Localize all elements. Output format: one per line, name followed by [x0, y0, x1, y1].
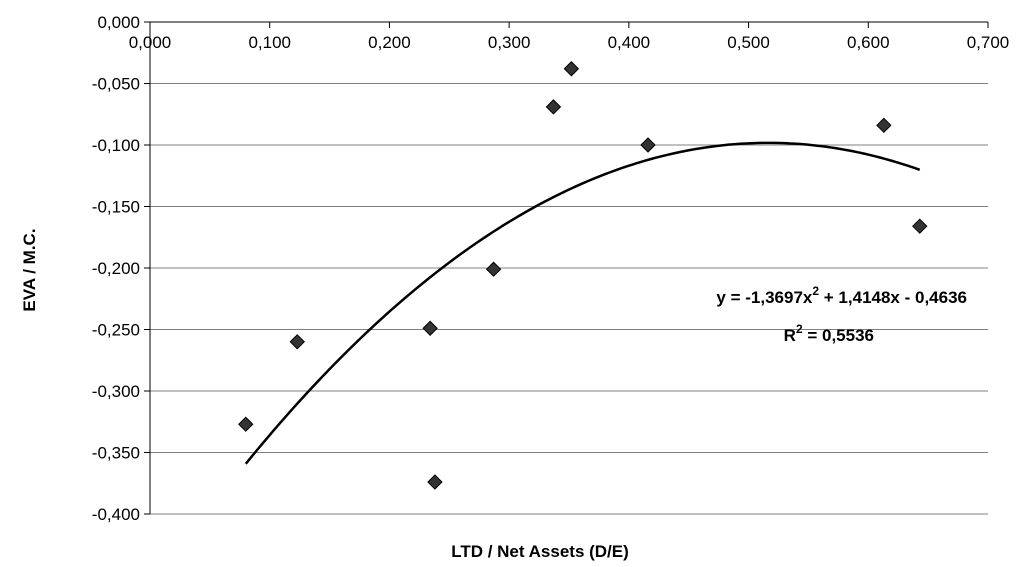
y-tick-label: -0,150: [92, 198, 140, 217]
x-axis-title: LTD / Net Assets (D/E): [451, 542, 629, 561]
equation-prefix: y = -1,3697x: [716, 288, 812, 307]
y-tick-label: -0,300: [92, 382, 140, 401]
y-tick-label: -0,350: [92, 444, 140, 463]
r-squared-label: R2 = 0,5536: [784, 322, 874, 345]
x-tick-label: 0,500: [727, 33, 770, 52]
x-tick-label: 0,400: [608, 33, 651, 52]
r2-exponent: 2: [796, 322, 803, 336]
axis-ticks: 0,000 -0,050 -0,100 -0,150 -0,200 -0,250 -0,30…: [92, 13, 1009, 524]
data-point: [912, 218, 928, 234]
y-axis-title: EVA / M.C.: [20, 228, 39, 311]
data-point: [289, 334, 305, 350]
gridlines: [150, 83, 988, 515]
data-point: [563, 61, 580, 77]
x-tick-label: 0,000: [129, 33, 172, 52]
data-point: [485, 261, 502, 277]
x-tick-label: 0,300: [488, 33, 531, 52]
trendline: [244, 141, 921, 465]
y-tick-label: -0,200: [92, 259, 140, 278]
x-tick-label: 0,200: [368, 33, 411, 52]
equation-suffix: + 1,4148x - 0,4636: [819, 288, 967, 307]
y-tick-label: -0,400: [92, 505, 140, 524]
trendline-equation: y = -1,3697x2 + 1,4148x - 0,4636: [716, 284, 967, 307]
data-point: [238, 416, 254, 432]
y-tick-label: -0,100: [92, 136, 140, 155]
r2-prefix: R: [784, 326, 796, 345]
y-tick-label: 0,000: [97, 13, 140, 32]
data-point: [422, 320, 438, 336]
y-tick-label: -0,250: [92, 321, 140, 340]
equation-exponent: 2: [812, 284, 819, 298]
data-point: [545, 99, 562, 115]
data-point: [427, 474, 443, 490]
r2-suffix: = 0,5536: [803, 326, 874, 345]
x-tick-label: 0,700: [967, 33, 1010, 52]
data-points: [238, 61, 928, 490]
data-point: [876, 117, 892, 134]
data-point: [640, 137, 656, 153]
y-tick-label: -0,050: [92, 75, 140, 94]
x-tick-label: 0,100: [248, 33, 291, 52]
x-tick-label: 0,600: [847, 33, 890, 52]
